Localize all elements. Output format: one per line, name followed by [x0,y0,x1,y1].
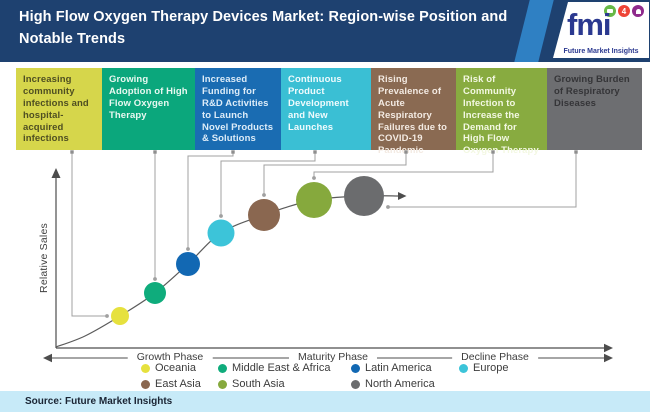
connector-East Asia [263,152,407,195]
x-axis-arrow [604,343,613,353]
source-text: Source: Future Market Insights [25,396,173,407]
trend-box-label: Rising Prevalence of Acute Respiratory F… [378,74,448,157]
trend-box-middle-east-africa: Growing Adoption of High Flow Oxygen The… [102,68,195,150]
person-icon [632,5,644,17]
trend-box-europe: Continuous Product Development and New L… [281,68,371,150]
region-bubble-oceania [111,307,129,325]
trend-box-label: Continuous Product Development and New L… [288,74,349,133]
legend-label: North America [365,378,435,390]
legend-item-middle-east-africa: Middle East & Africa [218,362,330,374]
x-axis-phase-decline: Decline Phase [452,350,538,365]
legend-label: South Asia [232,378,285,390]
page-title: High Flow Oxygen Therapy Devices Market:… [19,9,508,47]
connector-end-dot [386,205,390,209]
header: High Flow Oxygen Therapy Devices Market:… [0,0,650,62]
y-axis-label: Relative Sales [38,223,50,293]
region-bubble-europe [207,219,235,247]
connector-start-marker [70,150,74,154]
legend-swatch [459,363,468,373]
region-bubble-south-asia [296,182,332,218]
legend-swatch [141,379,150,389]
legend-label: East Asia [155,378,201,390]
region-bubble-middle-east-africa [144,282,166,304]
trend-box-oceania: Increasing community infections and hosp… [16,68,102,150]
x-axis-phase-maturity: Maturity Phase [288,350,378,365]
trend-box-label: Growing Adoption of High Flow Oxygen The… [109,74,188,121]
legend-label: Oceania [155,362,196,374]
connector-start-marker [404,150,408,154]
trend-box-label: Risk of Community Infection to Increase … [463,74,539,157]
lifecycle-curve [55,195,399,348]
connector-end-dot [105,314,109,318]
legend-item-south-asia: South Asia [218,378,285,390]
legend-label: Europe [473,362,509,374]
connector-start-marker [231,150,235,154]
badge-4-icon: 4 [618,5,630,17]
legend-swatch [351,379,360,389]
legend-label: Middle East & Africa [232,362,331,374]
connector-end-dot [262,193,266,197]
phase-line-right-arrow [604,353,613,363]
trend-box-north-america: Growing Burden of Respiratory Diseases [547,68,642,150]
legend-item-europe: Europe [459,362,508,374]
source-bar: Source: Future Market Insights [0,391,650,412]
legend-swatch [141,363,150,373]
connector-start-marker [491,150,495,154]
connector-start-marker [574,150,578,154]
legend-item-north-america: North America [351,378,435,390]
logo-tagline: Future Market Insights [563,48,639,55]
connector-South Asia [313,152,494,178]
region-bubble-north-america [344,176,384,216]
region-bubble-east-asia [248,199,280,231]
curve-end-arrow [398,192,407,200]
connector-end-dot [219,214,223,218]
trend-box-label: Increasing community infections and hosp… [23,74,89,145]
trend-boxes-row: Increasing community infections and hosp… [16,68,642,156]
legend-label: Latin America [365,362,432,374]
region-bubble-latin-america [176,252,200,276]
y-axis-arrow [51,168,61,178]
fmi-logo: 4 fmi Future Market Insights [553,2,649,58]
logo-dots: 4 [604,5,644,17]
legend-swatch [218,379,227,389]
connector-end-dot [312,176,316,180]
legend-item-oceania: Oceania [141,362,196,374]
trend-box-label: Growing Burden of Respiratory Diseases [554,74,630,109]
trend-box-south-asia: Risk of Community Infection to Increase … [456,68,547,156]
connector-Oceania [71,152,107,317]
chat-icon [604,5,616,17]
connector-end-dot [186,247,190,251]
legend-item-latin-america: Latin America [351,362,432,374]
connector-North America [388,152,577,208]
connector-Latin America [187,152,234,249]
connector-Europe [220,152,316,216]
legend-swatch [351,363,360,373]
connector-end-dot [153,277,157,281]
trend-box-east-asia: Rising Prevalence of Acute Respiratory F… [371,68,456,156]
connector-start-marker [313,150,317,154]
trend-box-label: Increased Funding for R&D Activities to … [202,74,274,145]
connector-start-marker [153,150,157,154]
legend-item-east-asia: East Asia [141,378,201,390]
legend-swatch [218,363,227,373]
trend-box-latin-america: Increased Funding for R&D Activities to … [195,68,281,150]
phase-line-left-arrow [43,353,52,363]
logo-wordmark: fmi [567,7,611,42]
x-axis-phase-growth: Growth Phase [127,350,213,365]
